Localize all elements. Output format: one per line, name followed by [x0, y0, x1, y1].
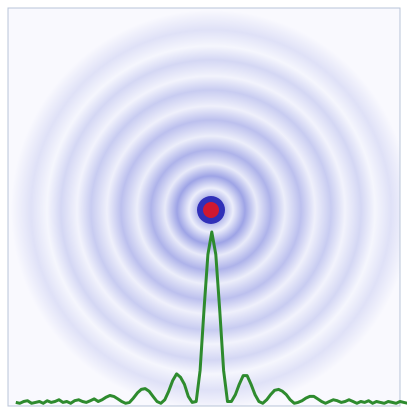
- central-spot: [203, 202, 219, 218]
- figure: [0, 0, 407, 412]
